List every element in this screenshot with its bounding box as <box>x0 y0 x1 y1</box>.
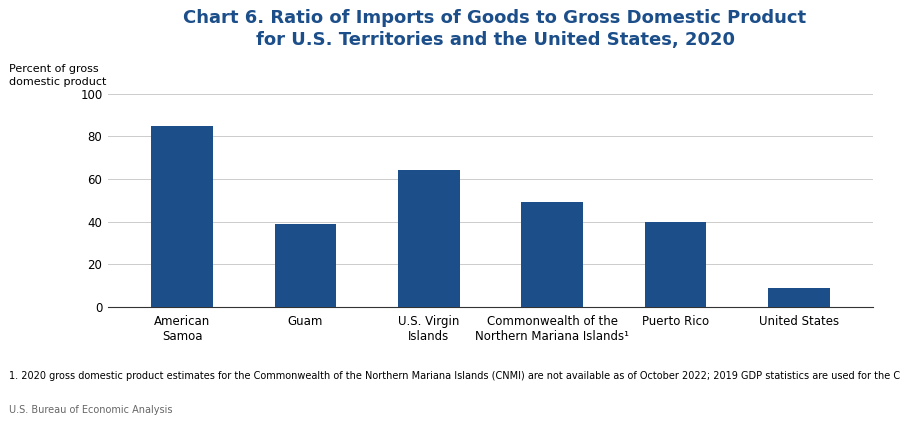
Bar <box>274 224 337 307</box>
Bar <box>644 222 706 307</box>
Text: U.S. Bureau of Economic Analysis: U.S. Bureau of Economic Analysis <box>9 405 173 414</box>
Bar <box>768 288 830 307</box>
Text: Percent of gross
domestic product: Percent of gross domestic product <box>9 64 106 87</box>
Text: 1. 2020 gross domestic product estimates for the Commonwealth of the Northern Ma: 1. 2020 gross domestic product estimates… <box>9 371 900 380</box>
Bar <box>521 202 583 307</box>
Bar <box>398 170 460 307</box>
Bar <box>151 126 213 307</box>
Text: Chart 6. Ratio of Imports of Goods to Gross Domestic Product
for U.S. Territorie: Chart 6. Ratio of Imports of Goods to Gr… <box>184 9 806 49</box>
